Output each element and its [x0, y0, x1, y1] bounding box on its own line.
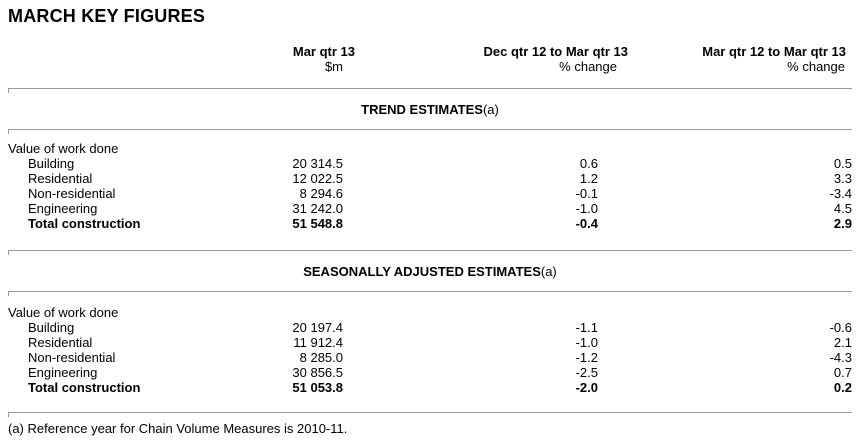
horizontal-rule [8, 412, 852, 418]
year-change: 3.3 [833, 171, 852, 186]
year-change: -4.3 [829, 350, 852, 365]
year-change: 0.5 [833, 156, 852, 171]
row-label: Building [28, 156, 75, 171]
year-change: 0.7 [833, 365, 852, 380]
section-heading-text: SEASONALLY ADJUSTED ESTIMATES [303, 264, 541, 279]
column-header-unit: % change [787, 59, 845, 74]
row-label: Non-residential [28, 186, 116, 201]
row-label: Non-residential [28, 350, 116, 365]
table-row-total: Total construction 51 053.8 -2.0 0.2 [8, 380, 852, 395]
value-m: 51 053.8 [292, 380, 343, 395]
row-label: Residential [28, 335, 93, 350]
horizontal-rule [8, 291, 852, 297]
qtr-change: -1.0 [575, 201, 598, 216]
value-m: 30 856.5 [292, 365, 343, 380]
column-header-qtr-change: Dec qtr 12 to Mar qtr 13 % change [343, 44, 629, 74]
qtr-change: 0.6 [579, 156, 598, 171]
column-header-stub [8, 44, 260, 74]
year-change: 2.1 [833, 335, 852, 350]
section-heading-footnote-ref: (a) [540, 264, 557, 279]
column-header-unit: % change [559, 59, 617, 74]
table-row: Building 20 197.4 -1.1 -0.6 [8, 320, 852, 335]
year-change: 2.9 [833, 216, 852, 231]
section-heading-text: TREND ESTIMATES [361, 102, 483, 117]
horizontal-rule [8, 88, 852, 94]
row-label: Total construction [28, 216, 141, 231]
section-heading-trend: TREND ESTIMATES(a) [8, 102, 852, 117]
table-row-total: Total construction 51 548.8 -0.4 2.9 [8, 216, 852, 231]
row-label: Building [28, 320, 75, 335]
table-content: MARCH KEY FIGURES Mar qtr 13 $m Dec qtr … [8, 0, 852, 436]
qtr-change: -1.1 [575, 320, 598, 335]
qtr-change: -2.0 [575, 380, 598, 395]
group-label: Value of work done [8, 141, 119, 156]
footnote: (a) Reference year for Chain Volume Meas… [8, 421, 348, 436]
column-header-year-change: Mar qtr 12 to Mar qtr 13 % change [598, 44, 852, 74]
table-row: Engineering 30 856.5 -2.5 0.7 [8, 365, 852, 380]
table-row: Non-residential 8 294.6 -0.1 -3.4 [8, 186, 852, 201]
qtr-change: -1.2 [575, 350, 598, 365]
trend-section: Value of work done Building 20 314.5 0.6… [8, 141, 852, 231]
column-header-period: Dec qtr 12 to Mar qtr 13 [483, 44, 629, 59]
table-row: Building 20 314.5 0.6 0.5 [8, 156, 852, 171]
value-m: 8 285.0 [299, 350, 343, 365]
table-row: Non-residential 8 285.0 -1.2 -4.3 [8, 350, 852, 365]
table-row: Residential 12 022.5 1.2 3.3 [8, 171, 852, 186]
column-header-mar-qtr-13: Mar qtr 13 $m [260, 44, 355, 74]
section-heading-seasonally-adjusted: SEASONALLY ADJUSTED ESTIMATES(a) [8, 264, 852, 279]
row-label: Residential [28, 171, 93, 186]
value-m: 12 022.5 [292, 171, 343, 186]
table-row: Engineering 31 242.0 -1.0 4.5 [8, 201, 852, 216]
page-title: MARCH KEY FIGURES [8, 6, 206, 26]
value-m: 20 314.5 [292, 156, 343, 171]
column-header-unit: $m [324, 59, 343, 74]
value-m: 8 294.6 [299, 186, 343, 201]
qtr-change: -0.1 [575, 186, 598, 201]
qtr-change: -2.5 [575, 365, 598, 380]
value-m: 31 242.0 [292, 201, 343, 216]
row-label: Total construction [28, 380, 141, 395]
value-m: 20 197.4 [292, 320, 343, 335]
column-headers: Mar qtr 13 $m Dec qtr 12 to Mar qtr 13 %… [8, 44, 852, 74]
year-change: 4.5 [833, 201, 852, 216]
table-row: Residential 11 912.4 -1.0 2.1 [8, 335, 852, 350]
column-header-period: Mar qtr 12 to Mar qtr 13 [702, 44, 846, 59]
column-header-period: Mar qtr 13 [292, 44, 355, 59]
horizontal-rule [8, 250, 852, 256]
value-m: 51 548.8 [292, 216, 343, 231]
qtr-change: -1.0 [575, 335, 598, 350]
horizontal-rule [8, 129, 852, 135]
year-change: 0.2 [833, 380, 852, 395]
seasonally-adjusted-section: Value of work done Building 20 197.4 -1.… [8, 305, 852, 395]
row-label: Engineering [28, 365, 98, 380]
group-label: Value of work done [8, 305, 119, 320]
year-change: -3.4 [829, 186, 852, 201]
qtr-change: -0.4 [575, 216, 598, 231]
value-m: 11 912.4 [293, 335, 343, 350]
group-label-row: Value of work done [8, 305, 852, 320]
row-label: Engineering [28, 201, 98, 216]
group-label-row: Value of work done [8, 141, 852, 156]
year-change: -0.6 [829, 320, 852, 335]
qtr-change: 1.2 [579, 171, 598, 186]
section-heading-footnote-ref: (a) [482, 102, 499, 117]
